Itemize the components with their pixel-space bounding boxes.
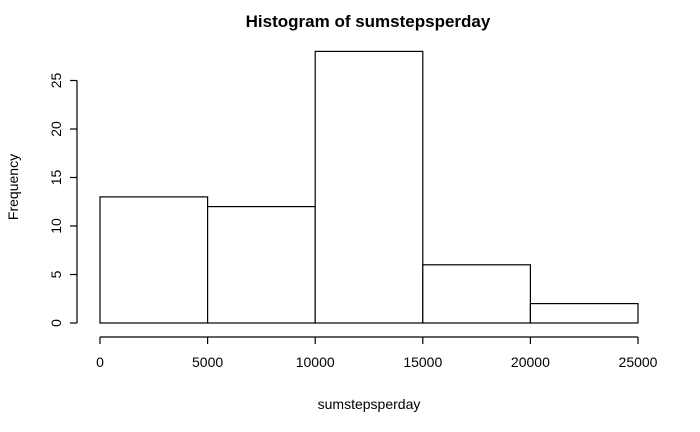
y-tick-label: 5 bbox=[48, 270, 64, 278]
y-tick-label: 15 bbox=[48, 170, 64, 186]
x-tick-label: 25000 bbox=[619, 354, 658, 370]
x-tick-label: 20000 bbox=[511, 354, 550, 370]
chart-title: Histogram of sumstepsperday bbox=[246, 12, 491, 31]
x-axis-label: sumstepsperday bbox=[318, 396, 421, 412]
x-tick-label: 0 bbox=[96, 354, 104, 370]
bars bbox=[99, 50, 639, 324]
histogram-bar-2 bbox=[314, 50, 424, 324]
x-axis: 0 5000 10000 15000 20000 25000 bbox=[96, 336, 658, 370]
x-tick-label: 10000 bbox=[296, 354, 335, 370]
y-tick-label: 25 bbox=[48, 73, 64, 89]
histogram-bar-1 bbox=[207, 206, 316, 324]
x-tick-label: 15000 bbox=[403, 354, 442, 370]
y-tick-label: 10 bbox=[48, 218, 64, 234]
y-axis-label: Frequency bbox=[5, 154, 21, 220]
histogram-bar-4 bbox=[529, 303, 639, 324]
x-tick-label: 5000 bbox=[192, 354, 223, 370]
y-tick-label: 20 bbox=[48, 121, 64, 137]
histogram-bar-0 bbox=[99, 196, 209, 324]
y-axis: 0 5 10 15 20 25 bbox=[48, 73, 78, 327]
histogram-bar-3 bbox=[422, 264, 531, 324]
y-tick-label: 0 bbox=[48, 319, 64, 327]
